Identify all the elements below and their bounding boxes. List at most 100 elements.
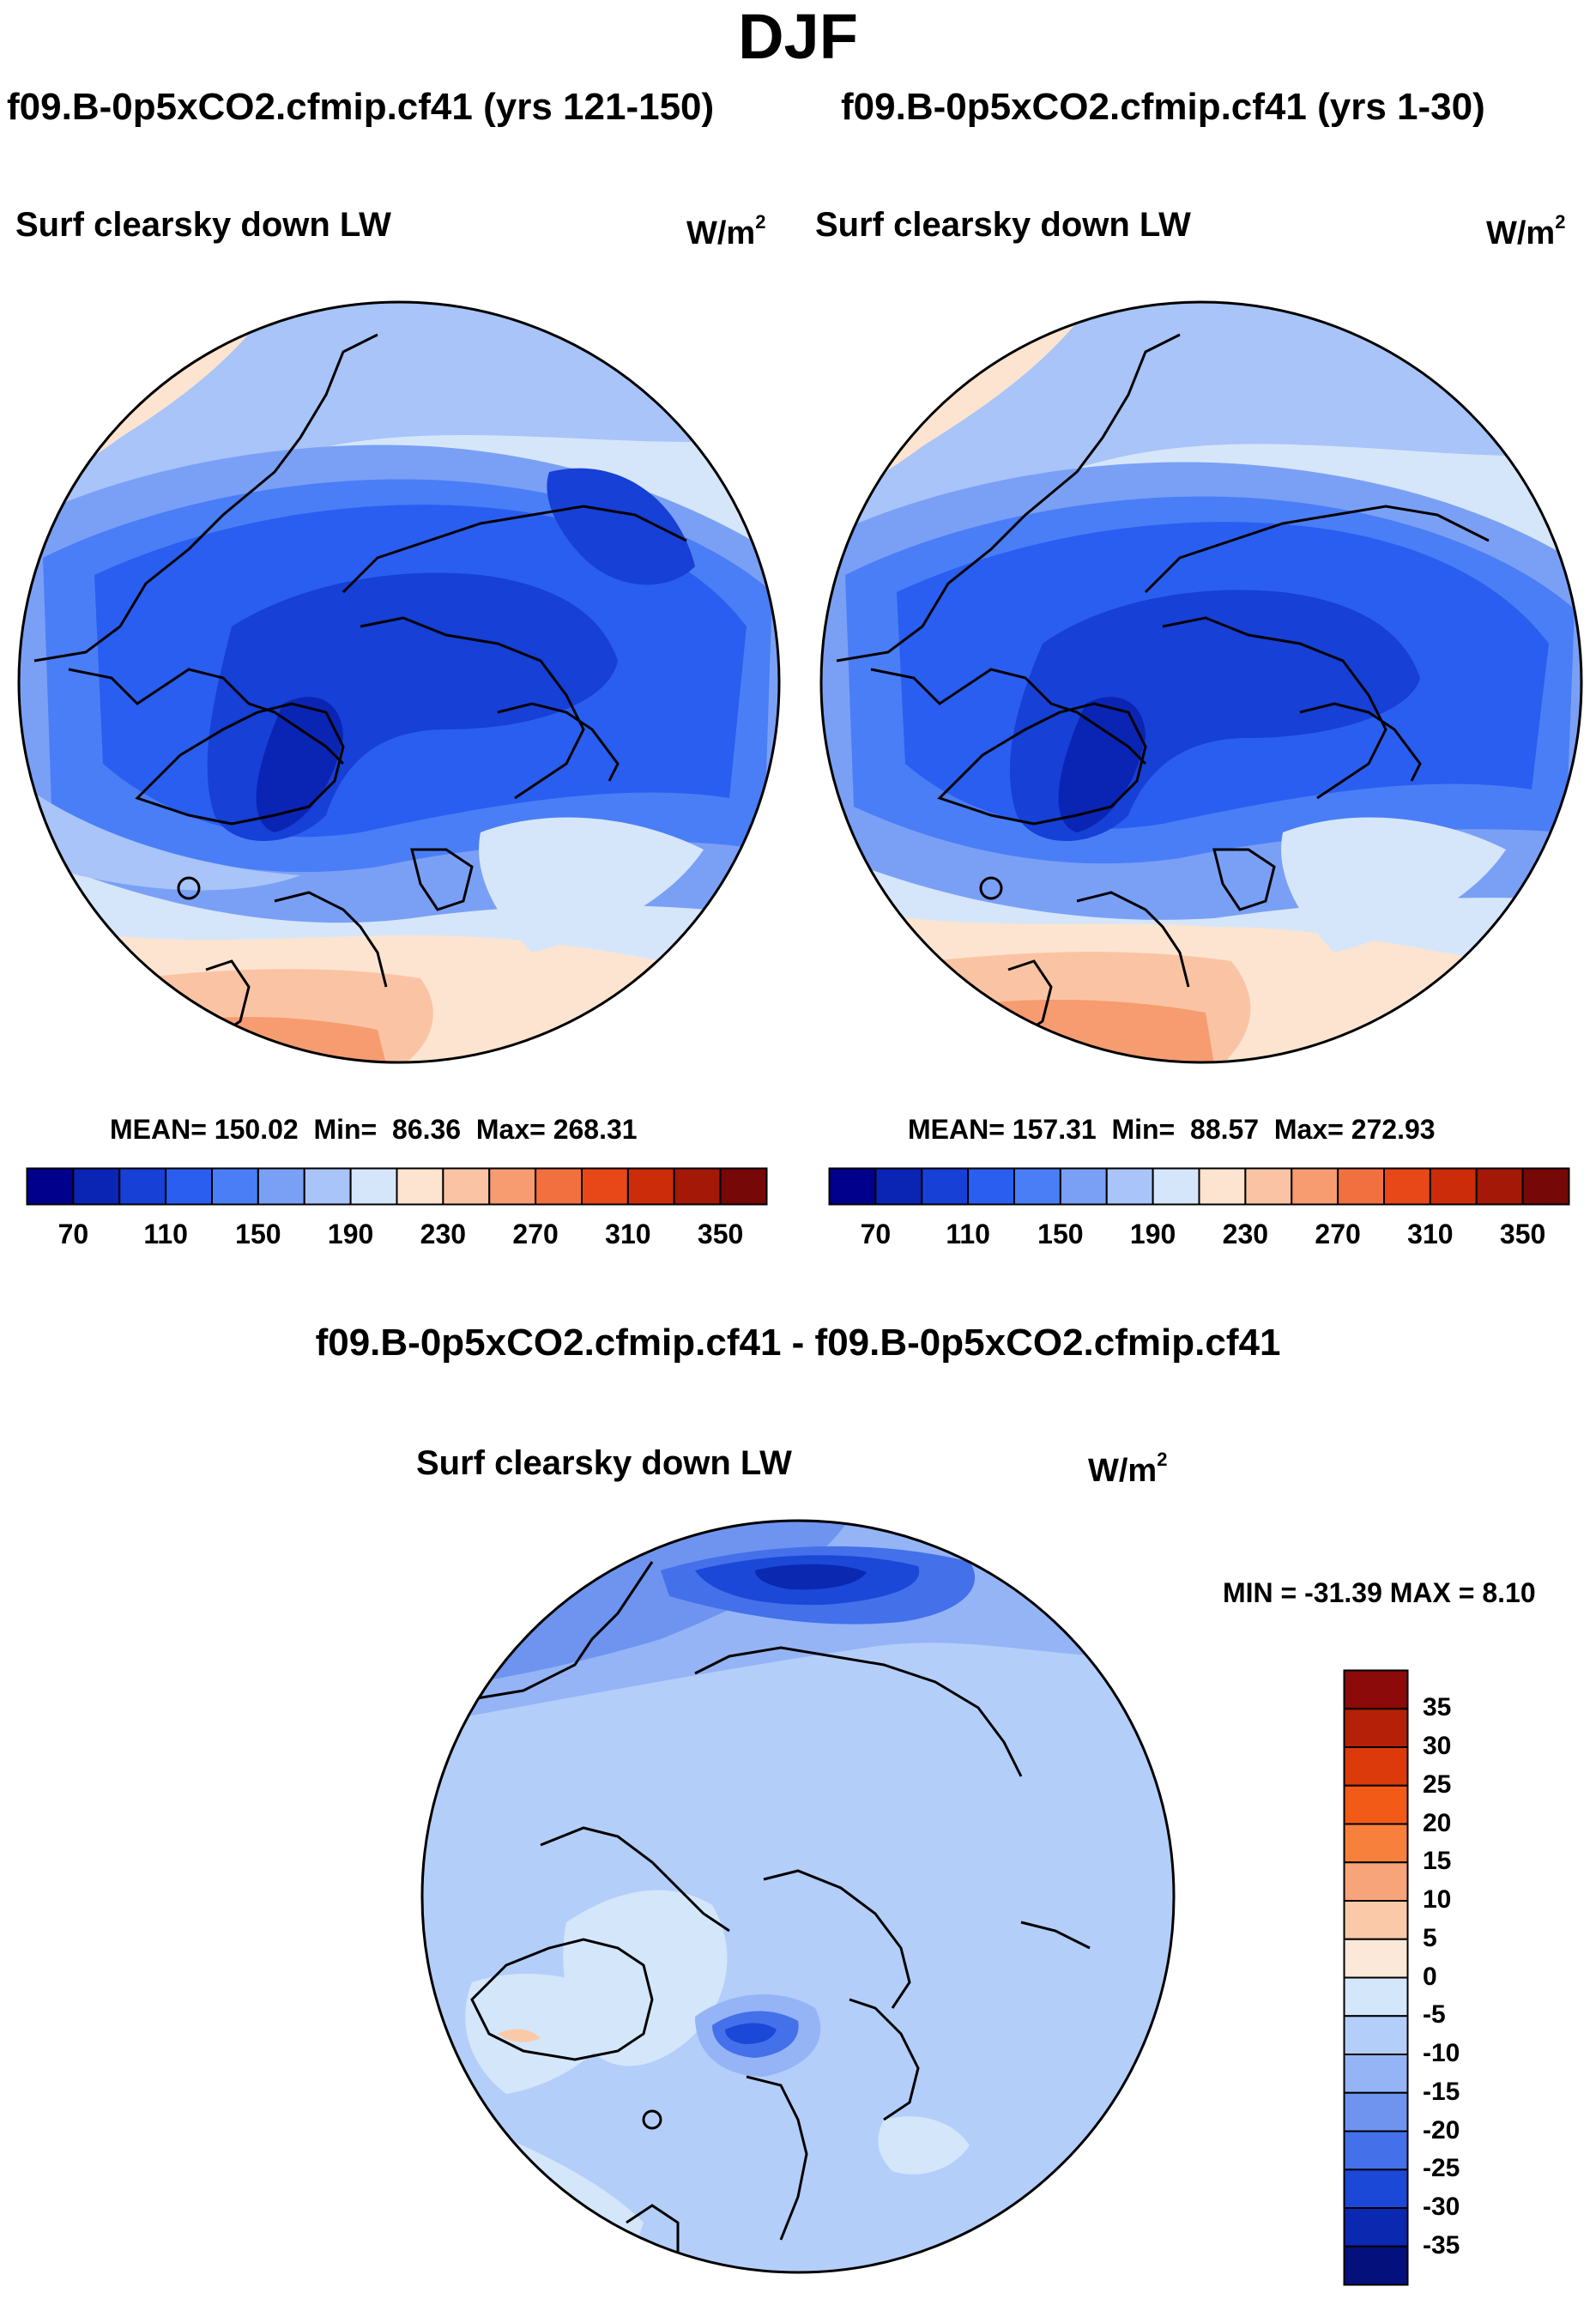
panel-1-colorbar-box: [488, 1167, 537, 1206]
difference-colorbar-label: 5: [1423, 1923, 1437, 1952]
difference-colorbar-box: [1343, 2054, 1409, 2094]
figure-title: DJF: [738, 1, 858, 72]
panel-2-colorbar-box: [1152, 1167, 1200, 1206]
difference-colorbar-labels: 35 30 25 20 15 10 5 0 -5 -10 -15 -20 -25 -30 -35: [1423, 1669, 1526, 2287]
difference-colorbar-label: -15: [1423, 2077, 1460, 2106]
panel-1-polar-map: [17, 300, 781, 1064]
difference-colorbar-box: [1343, 2130, 1409, 2171]
panel-2-case-title: f09.B-0p5xCO2.cfmip.cf41 (yrs 1-30): [841, 86, 1485, 128]
panel-2-colorbar-tick-label: 190: [1129, 1219, 1176, 1249]
panel-2-colorbar-box: [874, 1167, 923, 1206]
panel-2-colorbar-box: [1244, 1167, 1293, 1206]
difference-colorbar-label: 25: [1423, 1770, 1452, 1799]
panel-2-units: W/m2: [1486, 211, 1566, 251]
panel-2-colorbar-box: [1105, 1167, 1154, 1206]
panel-2-colorbar-box: [1291, 1167, 1339, 1206]
panel-1-colorbar-box: [257, 1167, 305, 1206]
panel-1-colorbar-box: [26, 1167, 75, 1206]
panel-1-colorbar-box: [303, 1167, 352, 1206]
difference-colorbar-label: 30: [1423, 1732, 1452, 1760]
panel-2-stats: MEAN= 157.31 Min= 88.57 Max= 272.93: [908, 1114, 1436, 1145]
difference-colorbar-label: 15: [1423, 1847, 1452, 1876]
panel-1-stats: MEAN= 150.02 Min= 86.36 Max= 268.31: [110, 1114, 638, 1145]
panel-2-colorbar-tick-label: 270: [1315, 1219, 1361, 1249]
panel-2-colorbar-box: [1429, 1167, 1478, 1206]
panel-1-case-title: f09.B-0p5xCO2.cfmip.cf41 (yrs 121-150): [7, 86, 715, 128]
panel-2-colorbar-box: [1337, 1167, 1385, 1206]
difference-colorbar-label: -35: [1423, 2230, 1460, 2260]
panel-2-colorbar-box: [1521, 1167, 1570, 1206]
difference-colorbar-box: [1343, 2169, 1409, 2209]
panel-1-colorbar-box: [165, 1167, 213, 1206]
difference-polar-map: [420, 1519, 1176, 2274]
difference-colorbar-box: [1343, 1938, 1409, 1979]
panel-2-colorbar-tick-label: 70: [860, 1219, 892, 1249]
panel-1-variable-label: Surf clearsky down LW: [15, 206, 391, 244]
difference-colorbar-box: [1343, 2245, 1409, 2286]
panel-2-colorbar-box: [1013, 1167, 1061, 1206]
panel-2-colorbar-tick-label: 230: [1222, 1219, 1269, 1249]
panel-1-colorbar-tick-label: 270: [512, 1219, 559, 1249]
difference-variable-label: Surf clearsky down LW: [416, 1444, 792, 1482]
panel-1-colorbar-box: [581, 1167, 629, 1206]
difference-units: W/m2: [1088, 1449, 1168, 1489]
panel-2-colorbar-ticks: 70 110 150 190 230 270 310 350: [828, 1219, 1570, 1253]
difference-colorbar-box: [1343, 1900, 1409, 1940]
panel-2-polar-map: [819, 300, 1583, 1064]
panel-1-colorbar-box: [442, 1167, 491, 1206]
panel-2-colorbar-box: [967, 1167, 1015, 1206]
difference-colorbar-box: [1343, 1976, 1409, 2018]
difference-colorbar: [1343, 1669, 1409, 2286]
panel-1-colorbar-box: [535, 1167, 583, 1206]
difference-colorbar-label: -10: [1423, 2039, 1460, 2067]
panel-1-colorbar-box: [626, 1167, 675, 1206]
difference-minmax: MIN = -31.39 MAX = 8.10: [1223, 1577, 1536, 1608]
panel-2-colorbar-box: [921, 1167, 970, 1206]
panel-1-colorbar-tick-label: 190: [327, 1219, 374, 1249]
difference-colorbar-box: [1343, 1669, 1409, 1710]
difference-colorbar-label: 35: [1423, 1693, 1452, 1722]
difference-colorbar-label: -30: [1423, 2193, 1460, 2221]
panel-1-colorbar-box: [396, 1167, 444, 1206]
difference-colorbar-box: [1343, 1784, 1409, 1825]
panel-1-colorbar: [26, 1167, 768, 1206]
difference-colorbar-box: [1343, 1746, 1409, 1787]
panel-1-colorbar-tick-label: 110: [143, 1219, 188, 1249]
panel-1-colorbar-box: [118, 1167, 167, 1206]
panel-1-colorbar-tick-label: 350: [697, 1219, 744, 1249]
panel-1-colorbar-box: [349, 1167, 398, 1206]
difference-colorbar-box: [1343, 2091, 1409, 2133]
difference-case-title: f09.B-0p5xCO2.cfmip.cf41 - f09.B-0p5xCO2…: [315, 1322, 1281, 1364]
difference-colorbar-label: 10: [1423, 1885, 1452, 1914]
panel-1-colorbar-ticks: 70 110 150 190 230 270 310 350: [26, 1219, 768, 1253]
panel-1-colorbar-tick-label: 230: [420, 1219, 467, 1249]
panel-2-variable-label: Surf clearsky down LW: [815, 206, 1191, 244]
difference-colorbar-label: -25: [1423, 2154, 1460, 2183]
panel-2-colorbar-tick-label: 150: [1037, 1219, 1084, 1249]
panel-1-colorbar-box: [72, 1167, 121, 1206]
panel-1-colorbar-box: [211, 1167, 259, 1206]
difference-colorbar-box: [1343, 2015, 1409, 2055]
panel-2-colorbar-tick-label: 110: [946, 1219, 990, 1249]
difference-colorbar-label: 0: [1423, 1962, 1437, 1991]
panel-2-colorbar-box: [1475, 1167, 1524, 1206]
panel-2-colorbar: [828, 1167, 1570, 1206]
panel-2-colorbar-tick-label: 310: [1407, 1219, 1454, 1249]
difference-colorbar-box: [1343, 2207, 1409, 2247]
panel-1-colorbar-tick-label: 310: [605, 1219, 651, 1249]
panel-2-colorbar-tick-label: 350: [1499, 1219, 1546, 1249]
difference-colorbar-label: 20: [1423, 1808, 1452, 1837]
panel-1-colorbar-box: [719, 1167, 768, 1206]
difference-colorbar-box: [1343, 1708, 1409, 1748]
panel-1-colorbar-tick-label: 70: [57, 1219, 89, 1249]
difference-colorbar-box: [1343, 1861, 1409, 1902]
difference-colorbar-box: [1343, 1823, 1409, 1864]
panel-1-colorbar-tick-label: 150: [235, 1219, 281, 1249]
difference-colorbar-label: -20: [1423, 2115, 1460, 2145]
panel-2-colorbar-box: [1383, 1167, 1431, 1206]
panel-2-colorbar-box: [1059, 1167, 1108, 1206]
panel-2-colorbar-box: [828, 1167, 877, 1206]
panel-1-colorbar-box: [673, 1167, 722, 1206]
panel-1-units: W/m2: [686, 211, 766, 251]
difference-colorbar-label: -5: [1423, 2000, 1446, 2030]
